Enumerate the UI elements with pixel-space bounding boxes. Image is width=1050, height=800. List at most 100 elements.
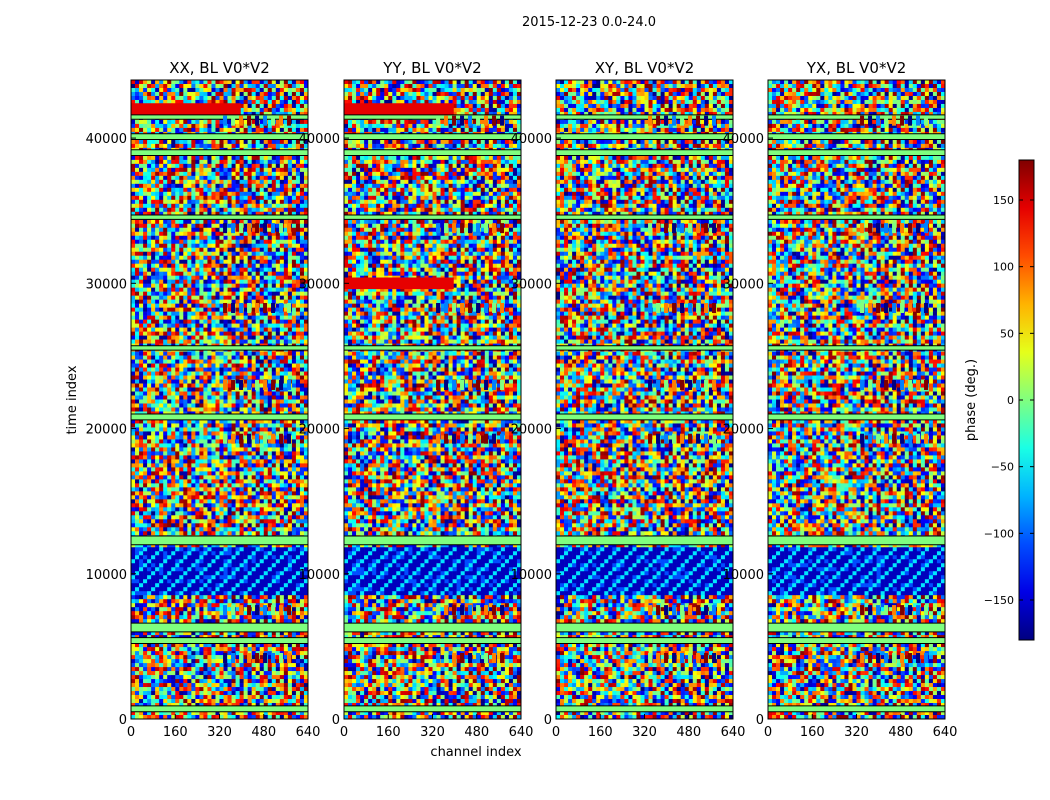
x-tick-label: 0: [764, 725, 772, 740]
panel-title: YX, BL V0*V2: [806, 59, 907, 77]
x-tick-label: 640: [509, 725, 534, 740]
figure-title: 2015-12-23 0.0-24.0: [522, 15, 656, 30]
x-tick-label: 640: [933, 725, 958, 740]
fringe-feature: [436, 223, 504, 233]
flagged-band: [556, 134, 733, 140]
fringe-feature: [436, 380, 504, 390]
panel-yx: YX, BL V0*V20 160 320 480 640010000200003000…: [723, 59, 958, 740]
fringe-feature: [223, 380, 291, 390]
figure: 2015-12-23 0.0-24.0 XX, BL V0*V20 160 320 4…: [0, 0, 1050, 800]
flagged-band: [131, 215, 308, 219]
colorbar-tick-label: −100: [984, 527, 1014, 540]
x-tick-label: 320: [420, 725, 445, 740]
y-tick-label: 20000: [723, 423, 764, 438]
x-tick-label: 480: [676, 725, 701, 740]
fringe-feature: [860, 303, 928, 313]
x-tick-label: 0: [340, 725, 348, 740]
flagged-band: [131, 638, 308, 644]
fringe-feature: [860, 116, 928, 126]
y-tick-label: 0: [119, 713, 127, 728]
panel-title: XY, BL V0*V2: [595, 59, 695, 77]
panel-xy: XY, BL V0*V20 160 320 480 640010000200003000…: [511, 59, 746, 740]
flagged-band: [768, 623, 945, 632]
flagged-band: [768, 536, 945, 545]
colorbar-tick-label: −50: [991, 461, 1014, 474]
x-tick-label: 0: [127, 725, 135, 740]
fringe-feature: [436, 653, 504, 663]
flagged-band: [556, 215, 733, 219]
fringe-feature: [860, 223, 928, 233]
fringe-feature: [223, 223, 291, 233]
x-tick-label: 480: [464, 725, 489, 740]
x-axis-label: channel index: [430, 745, 521, 760]
flagged-band: [344, 134, 521, 140]
flagged-band: [131, 414, 308, 420]
flagged-band: [344, 414, 521, 420]
flagged-band: [131, 536, 308, 545]
flagged-band: [768, 346, 945, 350]
flagged-band: [131, 623, 308, 632]
flagged-band: [556, 414, 733, 420]
flagged-band: [344, 623, 521, 632]
colorbar-tick-label: 150: [993, 194, 1014, 207]
flagged-band: [768, 706, 945, 712]
fringe-feature: [648, 380, 716, 390]
flagged-band: [556, 706, 733, 712]
fringe-feature: [648, 605, 716, 615]
fringe-feature: [436, 116, 504, 126]
flagged-band: [768, 414, 945, 420]
fringe-feature: [648, 434, 716, 444]
flagged-band: [131, 706, 308, 712]
fringe-feature: [648, 116, 716, 126]
flagged-band: [344, 150, 521, 156]
flagged-band: [344, 346, 521, 350]
high-phase-band: [131, 103, 241, 115]
colorbar-label: phase (deg.): [964, 359, 979, 441]
colorbar-tick-label: 50: [1000, 327, 1014, 340]
y-tick-label: 20000: [86, 423, 127, 438]
fringe-feature: [436, 303, 504, 313]
y-tick-label: 30000: [86, 277, 127, 292]
fringe-feature: [648, 653, 716, 663]
flagged-band: [556, 638, 733, 644]
colorbar-tick-label: 0: [1007, 394, 1014, 407]
flagged-band: [768, 215, 945, 219]
panel-title: YY, BL V0*V2: [382, 59, 481, 77]
x-tick-label: 480: [888, 725, 913, 740]
x-tick-label: 480: [251, 725, 276, 740]
y-tick-label: 40000: [723, 132, 764, 147]
y-tick-label: 10000: [723, 568, 764, 583]
flagged-band: [344, 536, 521, 545]
x-tick-label: 160: [800, 725, 825, 740]
x-tick-label: 640: [721, 725, 746, 740]
flagged-band: [556, 623, 733, 632]
x-tick-label: 160: [588, 725, 613, 740]
y-tick-label: 30000: [723, 277, 764, 292]
flagged-band: [131, 134, 308, 140]
fringe-feature: [648, 303, 716, 313]
flagged-band: [556, 346, 733, 350]
panel-xx: XX, BL V0*V20 160 320 480 640010000200003000…: [86, 59, 321, 740]
colorbar-tick-label: 100: [993, 261, 1014, 274]
flagged-band: [344, 215, 521, 219]
y-tick-label: 10000: [299, 568, 340, 583]
fringe-feature: [860, 605, 928, 615]
y-tick-label: 0: [544, 713, 552, 728]
fringe-feature: [223, 116, 291, 126]
y-tick-label: 10000: [86, 568, 127, 583]
flagged-band: [556, 150, 733, 156]
flagged-band: [131, 346, 308, 350]
y-tick-label: 0: [332, 713, 340, 728]
fringe-feature: [860, 434, 928, 444]
y-tick-label: 40000: [86, 132, 127, 147]
fringe-feature: [223, 303, 291, 313]
flagged-band: [344, 706, 521, 712]
x-tick-label: 160: [376, 725, 401, 740]
flagged-band: [131, 150, 308, 156]
fringe-feature: [436, 605, 504, 615]
y-tick-label: 0: [756, 713, 764, 728]
y-tick-label: 40000: [299, 132, 340, 147]
y-tick-label: 20000: [511, 423, 552, 438]
panels: XX, BL V0*V20 160 320 480 640010000200003000…: [86, 59, 958, 740]
